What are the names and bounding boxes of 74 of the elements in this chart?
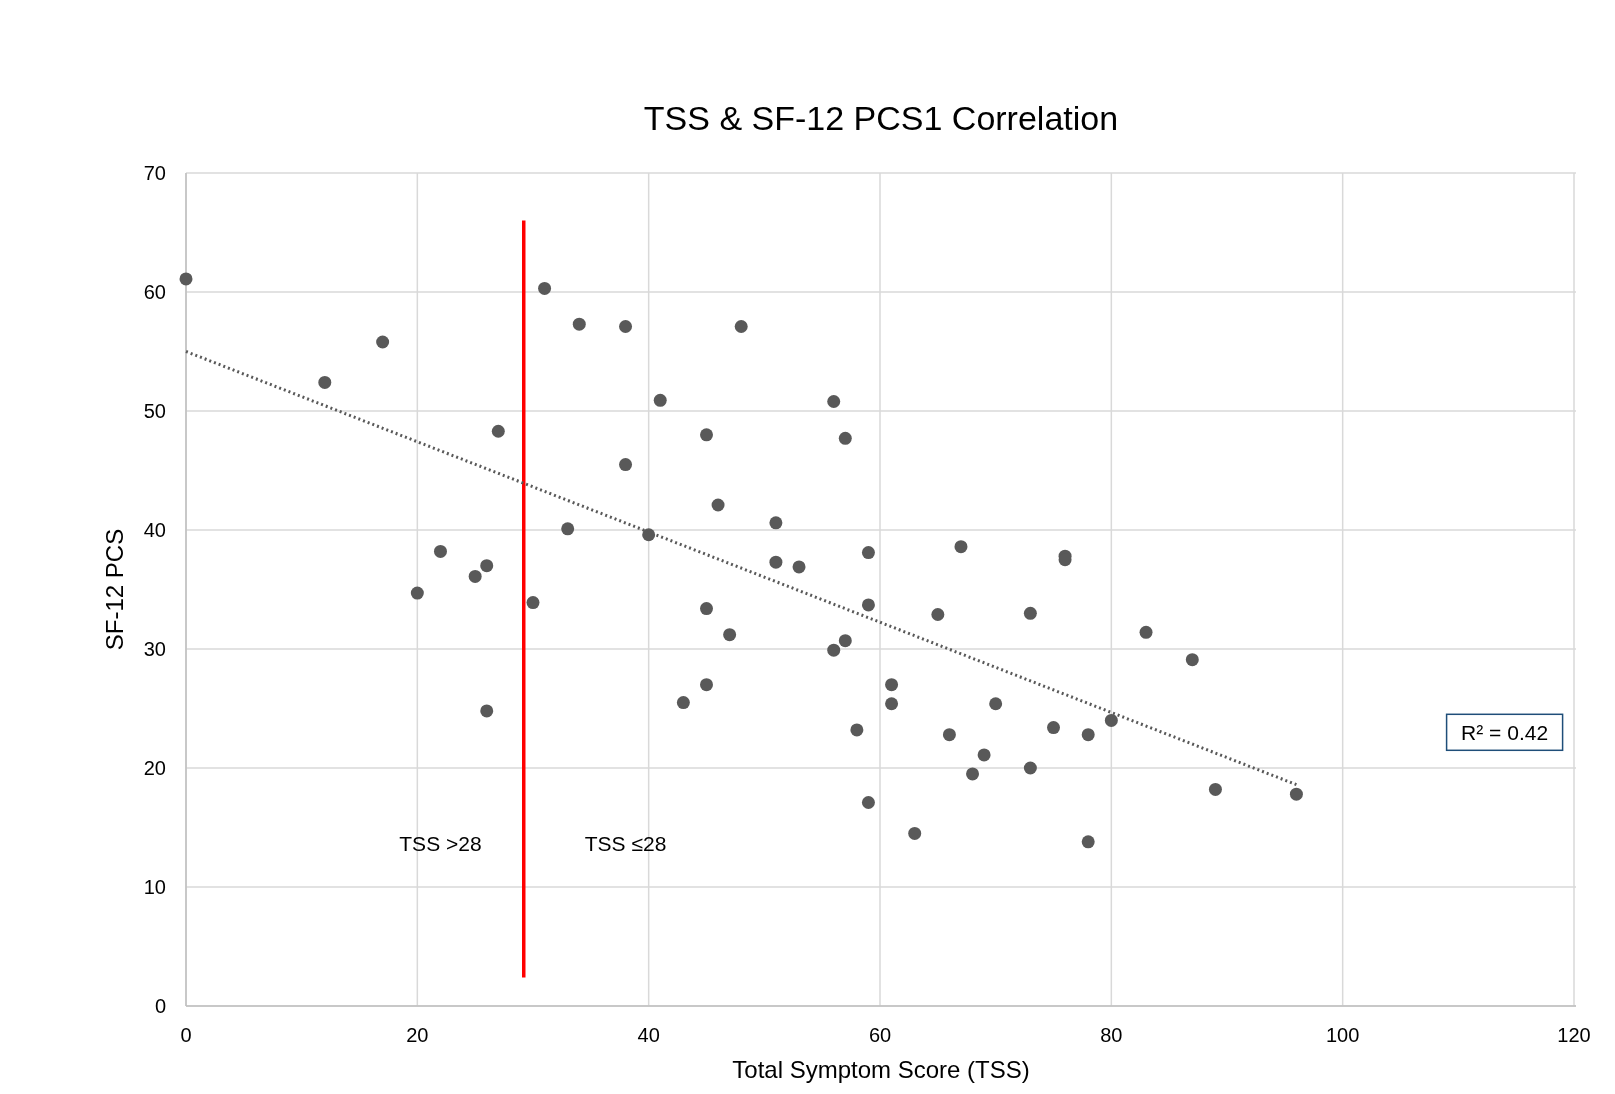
point [526,596,540,610]
annotation: R² = 0.42 [1461,721,1549,745]
point [954,540,968,554]
point [1023,606,1037,620]
point [734,320,748,334]
x-tick-label: 20 [406,1024,429,1046]
point [1104,713,1118,727]
point [977,748,991,762]
point [769,555,783,569]
point [1047,721,1060,735]
y-tick-label: 50 [143,400,166,422]
y-tick-label: 0 [154,995,166,1017]
annotation: TSS ≤28 [584,832,667,856]
chart-title: TSS & SF-12 PCS1 Correlation [643,99,1119,137]
x-tick-label: 0 [180,1024,192,1046]
point [769,516,783,530]
point [1023,761,1037,775]
point [792,560,806,574]
x-tick-label: 100 [1325,1024,1360,1046]
point [433,544,447,558]
point [179,272,193,286]
point [1081,835,1095,849]
point [885,678,899,692]
point [1081,728,1095,742]
y-tick-label: 60 [143,281,166,303]
point [1185,653,1199,667]
point [676,696,690,710]
point [966,767,980,781]
point [827,643,841,657]
x-tick-label: 40 [637,1024,660,1046]
y-axis-title: SF-12 PCS [101,528,128,651]
point [1208,782,1222,796]
point [318,375,332,389]
x-axis-title: Total Symptom Score (TSS) [732,1056,1030,1083]
point [931,607,945,621]
point [700,602,713,616]
point [861,546,875,560]
point [468,569,482,583]
x-tick-label: 120 [1557,1024,1591,1046]
y-tick-label: 30 [143,638,166,660]
point [410,586,424,600]
point [942,728,956,742]
point [491,424,505,438]
point [561,522,575,536]
point [827,394,841,408]
point [619,320,633,334]
point [885,697,899,711]
point [838,431,852,445]
point [1289,787,1303,801]
point [1139,625,1153,639]
point [572,317,586,331]
x-tick-label: 80 [1100,1024,1123,1046]
point [700,428,713,442]
point [850,723,864,737]
annotation: TSS >28 [399,832,482,856]
y-tick-label: 70 [143,162,166,184]
point [376,335,390,349]
point [711,498,725,512]
point [538,281,552,295]
point [861,796,875,810]
point [480,704,494,718]
y-tick-label: 10 [143,876,166,898]
x-tick-label: 60 [868,1024,892,1046]
point [700,678,713,692]
point [653,393,667,407]
y-tick-label: 20 [143,757,166,779]
y-tick-label: 40 [143,519,166,541]
point [861,598,875,612]
point [838,634,852,648]
point [723,628,737,642]
point [619,458,633,472]
point [989,697,1003,711]
point [908,826,922,840]
point [480,559,494,573]
